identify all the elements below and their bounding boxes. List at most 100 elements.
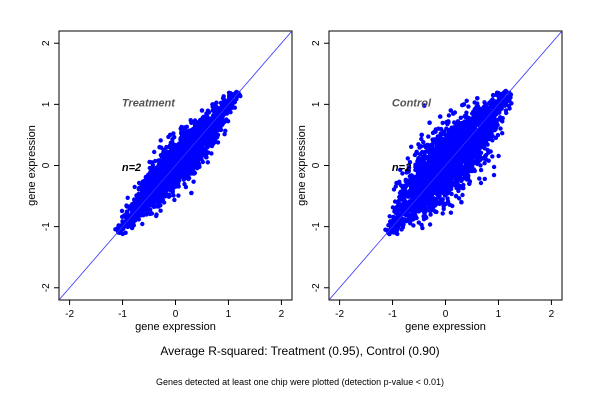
y-tick-label: -1: [41, 222, 52, 231]
data-point: [482, 139, 488, 144]
data-point: [409, 144, 414, 149]
data-point: [477, 176, 482, 181]
data-point: [136, 180, 142, 186]
data-point: [398, 167, 403, 172]
data-point: [198, 117, 203, 123]
data-point: [408, 221, 413, 226]
data-point: [172, 162, 177, 167]
data-point: [191, 158, 196, 163]
data-point: [478, 167, 484, 173]
data-point: [154, 186, 160, 191]
data-point: [420, 169, 426, 174]
x-axis-ticks: -2 -1 0 1 2: [65, 300, 285, 320]
data-point: [397, 179, 402, 184]
y-tick-label: 0: [41, 162, 52, 168]
data-point: [160, 188, 165, 193]
data-point: [446, 113, 452, 118]
data-point: [196, 152, 202, 157]
data-point: [419, 196, 424, 201]
data-point: [200, 126, 205, 132]
data-point: [498, 107, 503, 112]
data-point: [496, 153, 501, 159]
data-point: [179, 130, 184, 135]
data-point: [447, 202, 452, 207]
data-point: [200, 150, 206, 156]
data-point: [175, 176, 180, 181]
data-point: [170, 139, 175, 145]
data-point: [489, 98, 494, 104]
data-point: [202, 141, 207, 146]
data-point: [405, 192, 411, 197]
data-point: [196, 156, 202, 161]
data-point: [490, 105, 496, 110]
data-point: [507, 106, 512, 111]
data-point: [220, 96, 226, 101]
data-point: [182, 146, 187, 151]
data-point: [442, 168, 447, 173]
x-axis-label: gene expression: [135, 321, 216, 333]
data-point: [213, 111, 218, 117]
x-tick-label: 1: [226, 309, 232, 320]
data-point: [132, 184, 137, 190]
data-point: [128, 207, 134, 212]
data-point: [491, 164, 497, 170]
data-point: [408, 216, 414, 221]
data-point: [408, 212, 414, 217]
data-point: [411, 180, 416, 185]
data-point: [426, 181, 431, 187]
data-point: [176, 143, 182, 148]
data-point: [492, 128, 497, 133]
data-point: [509, 101, 514, 106]
data-point: [176, 193, 181, 198]
data-point: [166, 185, 171, 190]
data-point: [177, 164, 182, 170]
data-point: [181, 140, 186, 145]
data-point: [448, 165, 453, 170]
data-point: [217, 123, 223, 129]
data-point: [446, 169, 451, 174]
data-point: [485, 142, 490, 147]
data-point: [406, 165, 412, 170]
data-point: [416, 220, 421, 225]
data-point: [173, 181, 178, 187]
data-point: [125, 195, 130, 200]
data-point: [505, 95, 511, 100]
data-point: [390, 205, 396, 210]
data-point: [234, 96, 239, 102]
data-point: [478, 135, 483, 140]
y-axis-label: gene expression: [26, 125, 38, 206]
data-point: [424, 156, 429, 161]
data-point: [392, 199, 398, 204]
x-tick-label: 2: [279, 309, 285, 320]
data-point: [445, 196, 450, 201]
data-point: [485, 118, 490, 124]
data-point: [163, 164, 168, 169]
data-point: [472, 168, 477, 174]
data-point: [141, 181, 146, 187]
data-point: [180, 150, 185, 156]
x-tick-label: -2: [65, 309, 74, 320]
data-point: [490, 154, 495, 159]
data-point: [456, 147, 461, 152]
data-point: [387, 231, 392, 237]
data-point: [454, 161, 459, 166]
data-point: [129, 215, 134, 220]
data-point: [206, 150, 211, 155]
data-point: [479, 144, 484, 150]
data-point: [199, 132, 204, 138]
data-point: [461, 146, 466, 151]
data-point: [466, 173, 471, 178]
data-point: [222, 132, 227, 137]
data-point: [178, 156, 183, 161]
data-point: [473, 139, 478, 144]
data-point: [448, 210, 454, 215]
data-point: [148, 207, 153, 212]
data-point: [147, 211, 153, 217]
data-point: [208, 132, 214, 137]
data-point: [486, 150, 491, 155]
data-point: [156, 169, 162, 175]
data-point: [212, 137, 218, 142]
data-point: [405, 156, 410, 161]
data-point: [200, 159, 205, 165]
